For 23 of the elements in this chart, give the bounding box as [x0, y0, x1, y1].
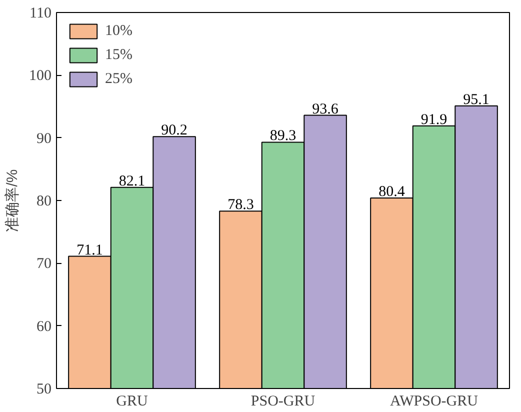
x-tick-label: AWPSO-GRU — [390, 394, 478, 410]
data-label: 71.1 — [76, 242, 103, 258]
y-axis-title: 准确率/% — [4, 169, 21, 232]
x-tick-label: GRU — [116, 394, 148, 410]
x-tick-label: PSO-GRU — [250, 394, 316, 410]
data-label: 82.1 — [118, 173, 146, 190]
y-tick-label: 90 — [36, 130, 52, 147]
data-label: 80.4 — [378, 184, 406, 200]
legend-label: 25% — [105, 70, 132, 88]
y-tick-label: 80 — [36, 194, 52, 210]
data-label: 90.2 — [161, 122, 188, 139]
y-tick-label: 70 — [36, 256, 52, 272]
data-label: 78.3 — [228, 197, 254, 214]
y-tick-label: 50 — [36, 382, 52, 398]
y-tick-label: 60 — [36, 318, 52, 335]
data-label: 89.3 — [270, 128, 296, 144]
legend-label: 10% — [105, 22, 132, 40]
y-tick-label: 110 — [30, 6, 52, 22]
data-label: 95.1 — [463, 92, 490, 108]
data-label: 93.6 — [312, 101, 339, 118]
y-tick-label: 100 — [29, 68, 52, 84]
legend-label: 15% — [105, 46, 132, 64]
data-label: 91.9 — [420, 112, 448, 128]
